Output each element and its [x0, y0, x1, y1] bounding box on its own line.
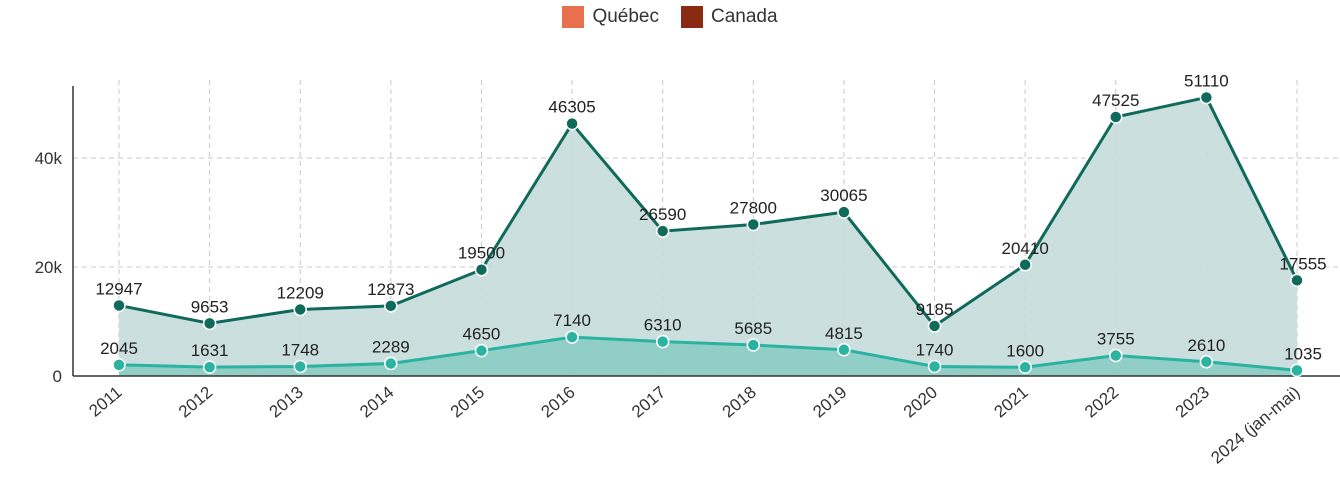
data-label: 12209 — [277, 283, 324, 302]
data-label: 17555 — [1279, 254, 1326, 273]
data-label: 2610 — [1187, 336, 1225, 355]
x-tick-label: 2019 — [809, 383, 850, 422]
x-tick-label: 2023 — [1172, 383, 1213, 422]
data-label: 12947 — [95, 279, 142, 298]
legend-label-canada: Canada — [710, 6, 778, 27]
data-point — [1199, 355, 1214, 369]
data-point — [655, 334, 670, 349]
legend-item-canada[interactable]: Canada — [680, 6, 778, 28]
data-label: 19500 — [458, 244, 505, 263]
x-tick-label: 2018 — [719, 383, 760, 422]
data-point — [1290, 363, 1304, 378]
x-tick-label: 2017 — [628, 383, 669, 422]
data-point — [746, 217, 761, 232]
x-tick-label: 2021 — [991, 383, 1032, 422]
data-point — [746, 338, 761, 352]
data-label: 4650 — [463, 325, 501, 344]
x-tick-label: 2011 — [85, 383, 125, 421]
data-label: 1035 — [1284, 344, 1322, 363]
data-point — [565, 330, 579, 344]
data-label: 46305 — [548, 98, 595, 117]
data-point — [474, 343, 489, 358]
data-point — [927, 319, 942, 333]
area-canada — [119, 97, 1297, 376]
x-tick-label: 2013 — [266, 383, 307, 422]
data-label: 1600 — [1006, 341, 1044, 360]
data-label: 20410 — [1002, 239, 1049, 258]
data-point — [1290, 273, 1304, 288]
data-label: 51110 — [1184, 71, 1229, 90]
data-point — [837, 343, 851, 357]
data-label: 3755 — [1097, 330, 1135, 349]
area-qubec — [119, 337, 1297, 376]
x-tick-label: 2022 — [1081, 383, 1122, 422]
data-label: 2289 — [372, 338, 410, 357]
data-label: 1631 — [191, 341, 229, 360]
data-point — [1018, 258, 1032, 272]
y-tick-label: 20k — [35, 258, 63, 277]
legend-label-quebec: Québec — [592, 6, 659, 27]
data-point — [655, 224, 670, 238]
x-tick-label: 2014 — [356, 383, 397, 422]
data-label: 1740 — [916, 341, 954, 360]
x-tick-label: 2016 — [537, 383, 578, 422]
y-tick-label: 0 — [53, 367, 62, 386]
x-tick-label: 2015 — [447, 383, 488, 422]
data-point — [293, 302, 307, 317]
data-label: 30065 — [820, 186, 867, 205]
data-label: 26590 — [639, 205, 686, 224]
data-point — [1199, 90, 1214, 105]
data-label: 12873 — [367, 280, 414, 299]
data-point — [112, 298, 126, 313]
data-point — [202, 316, 217, 331]
data-label: 1748 — [281, 340, 319, 359]
data-point — [1018, 360, 1032, 375]
data-label: 2045 — [100, 339, 138, 358]
data-point — [202, 360, 217, 374]
data-point — [384, 299, 398, 313]
data-point — [384, 356, 398, 371]
data-point — [927, 359, 942, 374]
data-point — [1109, 110, 1123, 124]
data-point — [565, 116, 579, 131]
data-point — [837, 205, 851, 219]
line-qubec — [118, 335, 1298, 372]
data-label: 9653 — [191, 297, 229, 316]
line-canada — [118, 95, 1299, 328]
data-point — [474, 262, 489, 277]
data-point — [293, 359, 307, 374]
data-label: 27800 — [730, 198, 777, 217]
data-label: 9185 — [916, 300, 954, 319]
data-label: 6310 — [644, 316, 682, 335]
data-point — [112, 358, 126, 372]
x-tick-label: 2012 — [175, 383, 216, 422]
data-label: 4815 — [825, 324, 863, 343]
legend-swatch-quebec — [562, 6, 585, 28]
legend-swatch-canada — [680, 6, 703, 28]
data-label: 47525 — [1092, 91, 1139, 110]
data-point — [1109, 348, 1123, 363]
legend: Québec Canada — [0, 6, 1340, 28]
data-label: 5685 — [734, 319, 772, 338]
x-tick-label: 2020 — [900, 383, 941, 422]
legend-item-quebec[interactable]: Québec — [562, 6, 659, 28]
y-tick-label: 40k — [35, 149, 63, 168]
data-label: 7140 — [553, 311, 591, 330]
x-tick-label: 2024 (jan-mai) — [1207, 383, 1303, 468]
